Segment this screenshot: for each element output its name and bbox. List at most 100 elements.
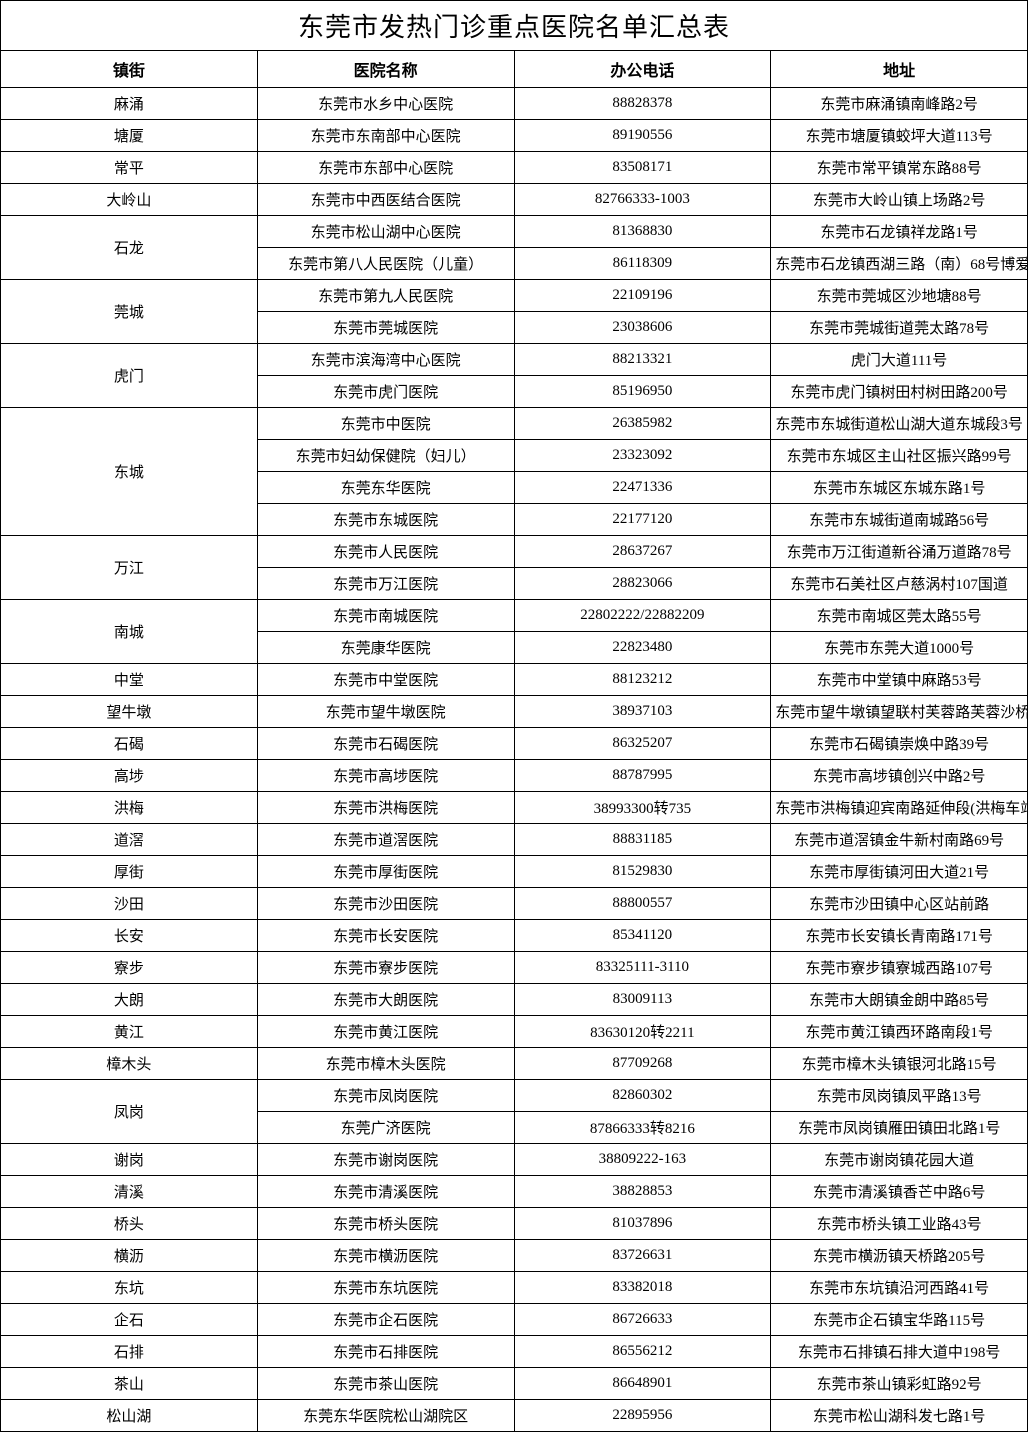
cell-phone: 83630120转2211 <box>514 1016 771 1048</box>
cell-phone: 86648901 <box>514 1368 771 1400</box>
header-row: 镇街 医院名称 办公电话 地址 <box>1 51 1028 88</box>
table-row: 茶山东莞市茶山医院86648901东莞市茶山镇彩虹路92号 <box>1 1368 1028 1400</box>
cell-phone: 28823066 <box>514 568 771 600</box>
cell-hospital: 东莞市东部中心医院 <box>257 152 514 184</box>
cell-hospital: 东莞市虎门医院 <box>257 376 514 408</box>
cell-address: 东莞市企石镇宝华路115号 <box>771 1304 1028 1336</box>
cell-town: 大朗 <box>1 984 258 1016</box>
cell-phone: 86325207 <box>514 728 771 760</box>
header-address: 地址 <box>771 51 1028 88</box>
table-row: 企石东莞市企石医院86726633东莞市企石镇宝华路115号 <box>1 1304 1028 1336</box>
hospital-table-container: 东莞市发热门诊重点医院名单汇总表 镇街 医院名称 办公电话 地址 麻涌东莞市水乡… <box>0 0 1028 1432</box>
cell-address: 东莞市石龙镇祥龙路1号 <box>771 216 1028 248</box>
cell-hospital: 东莞市人民医院 <box>257 536 514 568</box>
cell-hospital: 东莞市莞城医院 <box>257 312 514 344</box>
cell-town: 石碣 <box>1 728 258 760</box>
cell-town: 大岭山 <box>1 184 258 216</box>
cell-phone: 22471336 <box>514 472 771 504</box>
cell-hospital: 东莞市石排医院 <box>257 1336 514 1368</box>
cell-address: 东莞市黄江镇西环路南段1号 <box>771 1016 1028 1048</box>
cell-address: 东莞市凤岗镇凤平路13号 <box>771 1080 1028 1112</box>
table-row: 塘厦东莞市东南部中心医院89190556东莞市塘厦镇蛟坪大道113号 <box>1 120 1028 152</box>
cell-hospital: 东莞市长安医院 <box>257 920 514 952</box>
table-body: 麻涌东莞市水乡中心医院88828378东莞市麻涌镇南峰路2号塘厦东莞市东南部中心… <box>1 88 1028 1432</box>
cell-hospital: 东莞市水乡中心医院 <box>257 88 514 120</box>
cell-town: 洪梅 <box>1 792 258 824</box>
cell-hospital: 东莞市谢岗医院 <box>257 1144 514 1176</box>
header-hospital: 医院名称 <box>257 51 514 88</box>
table-row: 石龙东莞市松山湖中心医院81368830东莞市石龙镇祥龙路1号 <box>1 216 1028 248</box>
cell-town: 谢岗 <box>1 1144 258 1176</box>
cell-address: 东莞市东莞大道1000号 <box>771 632 1028 664</box>
cell-town: 企石 <box>1 1304 258 1336</box>
cell-phone: 88123212 <box>514 664 771 696</box>
cell-hospital: 东莞市桥头医院 <box>257 1208 514 1240</box>
cell-town: 南城 <box>1 600 258 664</box>
table-row: 虎门东莞市滨海湾中心医院88213321虎门大道111号 <box>1 344 1028 376</box>
cell-address: 东莞市东城街道南城路56号 <box>771 504 1028 536</box>
table-row: 大朗东莞市大朗医院83009113东莞市大朗镇金朗中路85号 <box>1 984 1028 1016</box>
cell-phone: 26385982 <box>514 408 771 440</box>
cell-phone: 88787995 <box>514 760 771 792</box>
cell-address: 东莞市虎门镇树田村树田路200号 <box>771 376 1028 408</box>
cell-town: 横沥 <box>1 1240 258 1272</box>
table-row: 高埗东莞市高埗医院88787995东莞市高埗镇创兴中路2号 <box>1 760 1028 792</box>
cell-town: 沙田 <box>1 888 258 920</box>
cell-address: 东莞市中堂镇中麻路53号 <box>771 664 1028 696</box>
cell-town: 道滘 <box>1 824 258 856</box>
cell-hospital: 东莞市南城医院 <box>257 600 514 632</box>
cell-hospital: 东莞市滨海湾中心医院 <box>257 344 514 376</box>
cell-phone: 85341120 <box>514 920 771 952</box>
cell-town: 樟木头 <box>1 1048 258 1080</box>
cell-town: 塘厦 <box>1 120 258 152</box>
header-phone: 办公电话 <box>514 51 771 88</box>
cell-address: 东莞市茶山镇彩虹路92号 <box>771 1368 1028 1400</box>
cell-address: 东莞市南城区莞太路55号 <box>771 600 1028 632</box>
hospital-table: 东莞市发热门诊重点医院名单汇总表 镇街 医院名称 办公电话 地址 麻涌东莞市水乡… <box>0 0 1028 1432</box>
cell-town: 厚街 <box>1 856 258 888</box>
cell-hospital: 东莞市东南部中心医院 <box>257 120 514 152</box>
cell-hospital: 东莞市妇幼保健院（妇儿） <box>257 440 514 472</box>
cell-hospital: 东莞市道滘医院 <box>257 824 514 856</box>
cell-phone: 82860302 <box>514 1080 771 1112</box>
cell-town: 凤岗 <box>1 1080 258 1144</box>
cell-address: 东莞市大岭山镇上场路2号 <box>771 184 1028 216</box>
cell-address: 东莞市万江街道新谷涌万道路78号 <box>771 536 1028 568</box>
cell-town: 桥头 <box>1 1208 258 1240</box>
cell-phone: 86118309 <box>514 248 771 280</box>
cell-address: 东莞市石碣镇崇焕中路39号 <box>771 728 1028 760</box>
table-row: 东城东莞市中医院26385982东莞市东城街道松山湖大道东城段3号 <box>1 408 1028 440</box>
table-row: 横沥东莞市横沥医院83726631东莞市横沥镇天桥路205号 <box>1 1240 1028 1272</box>
cell-town: 麻涌 <box>1 88 258 120</box>
table-row: 麻涌东莞市水乡中心医院88828378东莞市麻涌镇南峰路2号 <box>1 88 1028 120</box>
cell-hospital: 东莞东华医院松山湖院区 <box>257 1400 514 1432</box>
cell-town: 寮步 <box>1 952 258 984</box>
cell-address: 东莞市凤岗镇雁田镇田北路1号 <box>771 1112 1028 1144</box>
table-row: 桥头东莞市桥头医院81037896东莞市桥头镇工业路43号 <box>1 1208 1028 1240</box>
table-row: 大岭山东莞市中西医结合医院82766333-1003东莞市大岭山镇上场路2号 <box>1 184 1028 216</box>
table-row: 石碣东莞市石碣医院86325207东莞市石碣镇崇焕中路39号 <box>1 728 1028 760</box>
cell-hospital: 东莞市沙田医院 <box>257 888 514 920</box>
cell-phone: 88213321 <box>514 344 771 376</box>
cell-address: 东莞市石美社区卢慈涡村107国道 <box>771 568 1028 600</box>
cell-hospital: 东莞市中西医结合医院 <box>257 184 514 216</box>
table-row: 黄江东莞市黄江医院83630120转2211东莞市黄江镇西环路南段1号 <box>1 1016 1028 1048</box>
cell-phone: 22823480 <box>514 632 771 664</box>
cell-phone: 22802222/22882209 <box>514 600 771 632</box>
cell-hospital: 东莞市中医院 <box>257 408 514 440</box>
cell-address: 东莞市松山湖科发七路1号 <box>771 1400 1028 1432</box>
cell-phone: 83009113 <box>514 984 771 1016</box>
cell-phone: 38993300转735 <box>514 792 771 824</box>
cell-address: 东莞市长安镇长青南路171号 <box>771 920 1028 952</box>
cell-town: 莞城 <box>1 280 258 344</box>
cell-hospital: 东莞市清溪医院 <box>257 1176 514 1208</box>
table-row: 松山湖东莞东华医院松山湖院区22895956东莞市松山湖科发七路1号 <box>1 1400 1028 1432</box>
cell-phone: 38828853 <box>514 1176 771 1208</box>
cell-address: 东莞市寮步镇寮城西路107号 <box>771 952 1028 984</box>
table-row: 中堂东莞市中堂医院88123212东莞市中堂镇中麻路53号 <box>1 664 1028 696</box>
cell-address: 东莞市横沥镇天桥路205号 <box>771 1240 1028 1272</box>
cell-hospital: 东莞市万江医院 <box>257 568 514 600</box>
cell-address: 东莞市清溪镇香芒中路6号 <box>771 1176 1028 1208</box>
cell-phone: 86726633 <box>514 1304 771 1336</box>
cell-hospital: 东莞市松山湖中心医院 <box>257 216 514 248</box>
